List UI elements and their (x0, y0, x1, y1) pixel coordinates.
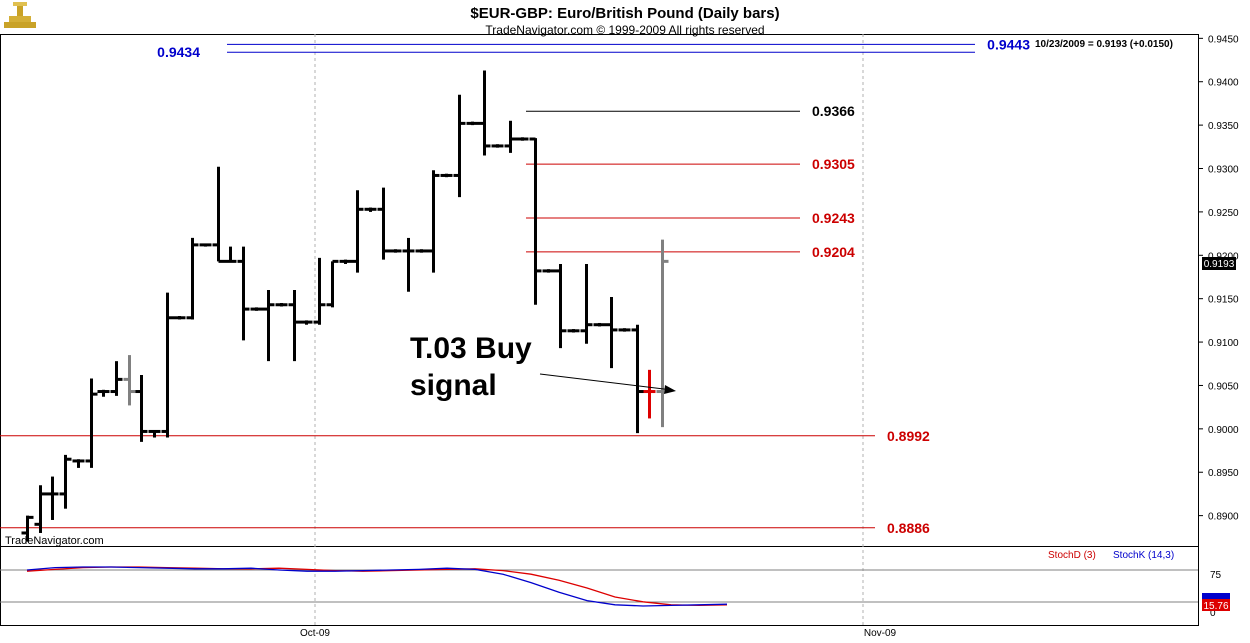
ohlc-bar (516, 137, 529, 141)
level-label-0.9434: 0.9434 (157, 44, 200, 60)
last-price-box (1202, 257, 1236, 270)
y-tick-label: 0.9300 (1208, 165, 1239, 176)
ohlc-bar (351, 190, 364, 273)
ohlc-bar (85, 378, 98, 468)
ohlc-bar (377, 187, 390, 260)
price-axis: 0.94500.94000.93500.93000.92500.92000.91… (1198, 34, 1239, 523)
level-label-0.8886: 0.8886 (887, 520, 930, 536)
ohlc-bar (453, 94, 466, 198)
ohlc-bar (389, 249, 402, 253)
ohlc-bar (262, 290, 275, 362)
ohlc-bar (593, 322, 606, 327)
ohlc-bar (34, 485, 47, 533)
ohlc-bar (478, 70, 491, 156)
level-label-0.9204: 0.9204 (812, 244, 855, 260)
chart-copyright: TradeNavigator.com © 1999-2009 All right… (485, 23, 764, 37)
ohlc-bar (605, 296, 618, 369)
stoch-tick-0: 0 (1210, 608, 1216, 619)
ohlc-bar (631, 324, 644, 434)
ohlc-bar (339, 259, 352, 264)
y-tick-label: 0.9350 (1208, 121, 1239, 132)
ohlc-bar (554, 263, 567, 349)
ohlc-bar (21, 515, 34, 542)
stoch-value-box (1202, 599, 1230, 611)
y-tick-label: 0.9450 (1208, 34, 1239, 45)
ohlc-bar (618, 328, 631, 332)
y-tick-label: 0.9200 (1208, 251, 1239, 262)
ohlc-bar (173, 316, 186, 320)
y-tick-label: 0.9000 (1208, 425, 1239, 436)
ohlc-bar (567, 329, 580, 333)
ohlc-bar (135, 375, 148, 442)
level-label-0.9305: 0.9305 (812, 156, 855, 172)
y-tick-label: 0.9250 (1208, 208, 1239, 219)
level-label-0.9443: 0.9443 (987, 36, 1030, 52)
ohlc-bar (529, 137, 542, 305)
annotation-line2: signal (410, 369, 497, 402)
level-label-0.9366: 0.9366 (812, 103, 855, 119)
y-tick-label: 0.9150 (1208, 295, 1239, 306)
ohlc-bar (313, 257, 326, 325)
ohlc-bar (415, 249, 428, 253)
stoch-d-label: StochD (3) (1048, 550, 1096, 561)
stochastic-lines (26, 566, 728, 607)
ohlc-bar (275, 303, 288, 307)
y-tick-label: 0.8900 (1208, 512, 1239, 523)
y-tick-label: 0.9100 (1208, 338, 1239, 349)
y-tick-label: 0.9050 (1208, 381, 1239, 392)
ohlc-bar (466, 121, 479, 126)
watermark: TradeNavigator.com (5, 535, 104, 547)
ohlc-bar (161, 292, 174, 438)
ohlc-bar (224, 246, 237, 263)
annotation-line1: T.03 Buy (410, 332, 532, 365)
ohlc-bar (46, 476, 59, 520)
ohlc-bar (186, 237, 199, 320)
ohlc-bar (148, 429, 161, 438)
stoch-tick-75: 75 (1210, 570, 1222, 581)
chart-title: $EUR-GBP: Euro/British Pound (Daily bars… (470, 5, 779, 22)
ohlc-bar (643, 369, 656, 419)
ohlc-bar (364, 207, 377, 212)
ohlc-bar (580, 263, 593, 344)
ohlc-bar (212, 166, 225, 263)
support-resistance-levels: 0.9434 0.9443 0.9366 0.9305 0.9243 0.9204 0.89… (0, 36, 1030, 536)
annotation-arrow (539, 373, 673, 391)
level-label-0.9243: 0.9243 (812, 210, 855, 226)
level-label-0.8992: 0.8992 (887, 428, 930, 444)
ohlc-bar (656, 239, 669, 428)
ohlc-bar (427, 170, 440, 273)
ohlc-bar (199, 243, 212, 247)
stoch-k-label: StochK (14,3) (1113, 550, 1174, 561)
quote-readout: 10/23/2009 = 0.9193 (+0.0150) (1035, 39, 1173, 50)
ohlc-bar (123, 355, 136, 406)
ohlc-bar (326, 259, 339, 308)
stoch-k-line (26, 566, 728, 607)
ohlc-bar (59, 454, 72, 509)
ohlc-bar (504, 120, 517, 153)
ohlc-bar (300, 320, 313, 325)
ohlc-bars (21, 70, 669, 542)
y-tick-label: 0.9400 (1208, 78, 1239, 89)
ohlc-bar (97, 389, 110, 397)
ohlc-bar (110, 361, 123, 396)
ohlc-bar (72, 459, 85, 468)
annotation-arrowhead (664, 385, 676, 394)
y-tick-label: 0.8950 (1208, 468, 1239, 479)
stoch-value-box-blue (1202, 593, 1230, 599)
ohlc-bar (402, 237, 415, 292)
ohlc-bar (440, 173, 453, 178)
x-tick-nov: Nov-09 (864, 628, 897, 639)
ohlc-bar (288, 290, 301, 362)
ohlc-bar (542, 269, 555, 273)
tradenavigator-logo (4, 2, 36, 28)
ohlc-bar (491, 144, 504, 148)
last-price-label: 0.9193 (1204, 259, 1235, 270)
ohlc-bar (237, 246, 250, 341)
stoch-value: 15.76 (1203, 601, 1228, 612)
x-tick-oct: Oct-09 (300, 628, 330, 639)
ohlc-bar (250, 307, 263, 311)
